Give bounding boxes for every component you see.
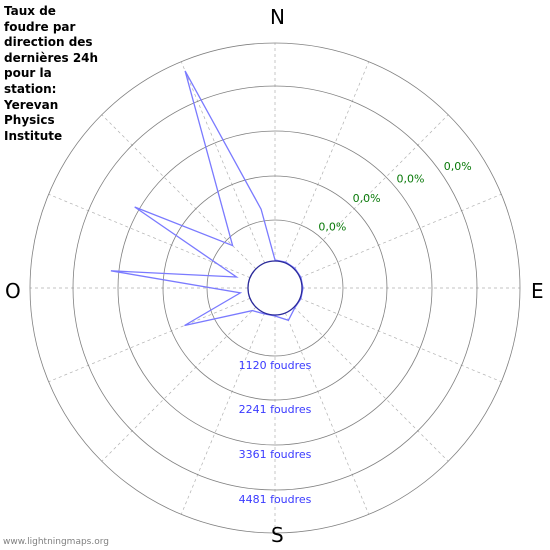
inner-circle bbox=[248, 261, 302, 315]
compass-spoke bbox=[300, 298, 501, 381]
percent-label: 0,0% bbox=[353, 192, 381, 205]
compass-spoke bbox=[49, 298, 250, 381]
compass-spoke bbox=[102, 307, 256, 461]
compass-spoke bbox=[300, 194, 501, 277]
count-label: 2241 foudres bbox=[239, 403, 312, 416]
compass-spoke bbox=[181, 62, 264, 263]
footer-credit: www.lightningmaps.org bbox=[3, 537, 109, 547]
compass-spoke bbox=[294, 307, 448, 461]
percent-label: 0,0% bbox=[318, 220, 346, 233]
percent-label: 0,0% bbox=[444, 160, 472, 173]
percent-label: 0,0% bbox=[397, 172, 425, 185]
count-label: 3361 foudres bbox=[239, 448, 312, 461]
count-label: 1120 foudres bbox=[239, 359, 312, 372]
cardinal-S: S bbox=[271, 523, 284, 547]
cardinal-N: N bbox=[270, 5, 285, 29]
cardinal-E: E bbox=[531, 279, 544, 303]
cardinal-O: O bbox=[5, 279, 21, 303]
chart-title: Taux de foudre par direction des dernièr… bbox=[4, 4, 98, 144]
count-label: 4481 foudres bbox=[239, 493, 312, 506]
